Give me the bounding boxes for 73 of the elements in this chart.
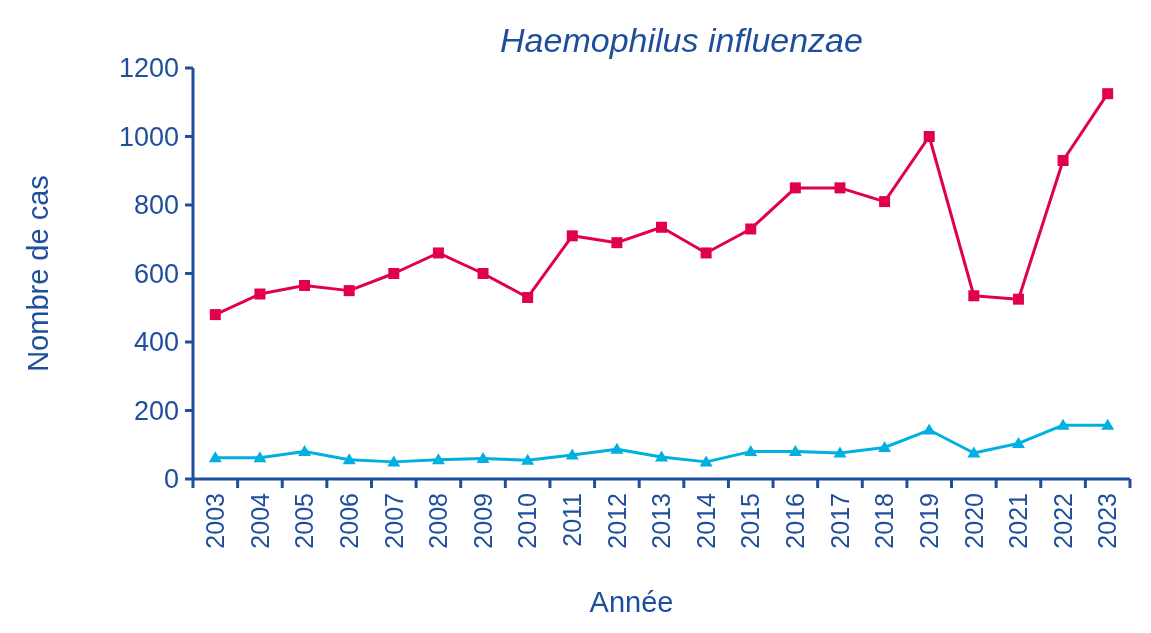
x-tick-label: 2013 [647,493,676,549]
point [253,451,267,463]
y-tick-label: 600 [133,258,179,289]
point [432,247,444,259]
point [655,450,668,462]
point [922,423,936,435]
x-tick-label: 2006 [334,493,363,549]
point [521,453,535,465]
x-tick-label: 2021 [1004,493,1033,549]
y-tick-label: 800 [133,190,179,221]
point [476,451,490,463]
x-tick-label: 2018 [870,493,899,549]
x-tick-label: 2020 [959,493,988,549]
point [566,230,578,242]
y-tick-label: 1000 [118,121,179,152]
point [209,309,221,321]
x-tick-label: 2014 [691,492,720,549]
x-tick-label: 2005 [290,493,319,549]
y-tick-label: 0 [163,464,179,495]
point [1056,418,1070,430]
y-tick-label: 1200 [118,53,179,84]
x-tick-label: 2003 [201,493,230,549]
point [299,279,311,291]
x-tick-label: 2004 [245,492,274,549]
point [967,446,981,458]
point [788,445,802,457]
point [343,285,355,297]
y-axis-title: Nombre de cas [22,175,54,372]
x-tick-label: 2022 [1048,493,1077,549]
point [208,451,222,463]
point [298,445,312,457]
point [699,455,713,467]
x-tick-label: 2008 [424,493,453,549]
point [834,182,846,194]
x-tick-label: 2011 [558,493,587,547]
point [477,268,489,279]
point [656,221,667,233]
point [1101,418,1115,430]
y-tick-label: 400 [133,327,179,358]
x-tick-label: 2023 [1093,493,1122,549]
point [431,453,445,465]
x-tick-label: 2017 [825,493,854,549]
x-tick-label: 2016 [781,493,810,549]
point [1012,293,1024,305]
x-tick-label: 2010 [513,493,542,549]
point [254,288,266,300]
point [833,446,847,458]
x-axis-title: Année [589,586,674,618]
point [1102,88,1114,100]
x-tick-label: 2009 [468,493,497,549]
point [879,196,891,208]
x-tick-label: 2007 [379,493,408,549]
x-tick-label: 2015 [736,493,765,549]
point [388,268,400,279]
x-tick-label: 2019 [914,493,943,549]
point [565,448,579,460]
point [342,453,356,465]
point [610,442,624,454]
point [1057,154,1069,166]
x-tick-label: 2012 [602,493,631,549]
point [745,223,757,235]
point [700,247,712,259]
point [923,131,935,142]
point [387,455,401,467]
chart-title: Haemophilus influenzae [500,21,863,59]
point [522,291,534,303]
point [878,440,892,452]
y-tick-label: 200 [133,395,179,426]
point [968,290,980,302]
point [611,237,623,249]
point [744,445,758,457]
point [1011,436,1025,448]
point [789,182,801,194]
